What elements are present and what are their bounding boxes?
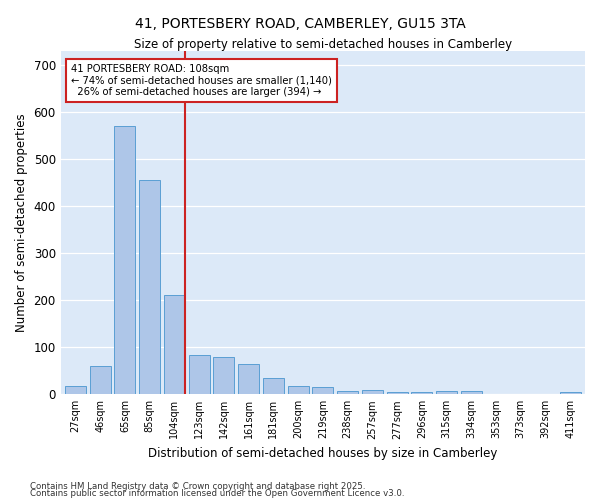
Bar [115,126,136,394]
X-axis label: Distribution of semi-detached houses by size in Camberley: Distribution of semi-detached houses by … [148,447,497,460]
Bar [337,390,358,394]
Bar [65,386,86,394]
Bar [362,390,383,394]
Bar [188,355,209,395]
Bar [313,387,334,394]
Bar [238,364,259,394]
Bar [263,378,284,394]
Text: Contains HM Land Registry data © Crown copyright and database right 2025.: Contains HM Land Registry data © Crown c… [30,482,365,491]
Bar [411,392,432,394]
Bar [214,356,235,395]
Text: 41 PORTESBERY ROAD: 108sqm
← 74% of semi-detached houses are smaller (1,140)
  2: 41 PORTESBERY ROAD: 108sqm ← 74% of semi… [71,64,332,98]
Bar [436,390,457,394]
Bar [386,392,407,394]
Title: Size of property relative to semi-detached houses in Camberley: Size of property relative to semi-detach… [134,38,512,51]
Y-axis label: Number of semi-detached properties: Number of semi-detached properties [15,113,28,332]
Bar [139,180,160,394]
Text: 41, PORTESBERY ROAD, CAMBERLEY, GU15 3TA: 41, PORTESBERY ROAD, CAMBERLEY, GU15 3TA [134,18,466,32]
Bar [461,390,482,394]
Bar [560,392,581,394]
Bar [287,386,308,394]
Text: Contains public sector information licensed under the Open Government Licence v3: Contains public sector information licen… [30,490,404,498]
Bar [164,296,185,394]
Bar [90,366,111,394]
